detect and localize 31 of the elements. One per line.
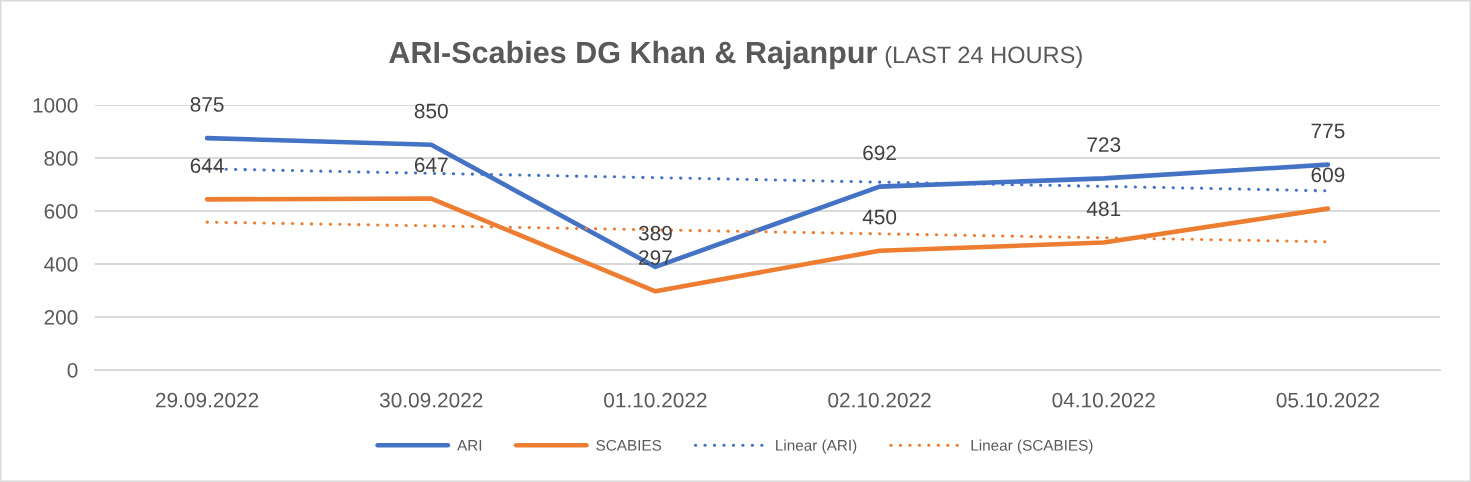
data-label: 723 — [1087, 137, 1121, 153]
y-tick-label: 800 — [44, 151, 78, 166]
data-label: 297 — [639, 250, 672, 265]
data-label: 644 — [190, 158, 224, 173]
data-label: 692 — [863, 145, 896, 161]
x-tick-label: 29.09.2022 — [156, 392, 259, 408]
data-label: 850 — [414, 103, 448, 119]
legend-label: Linear (SCABIES) — [971, 439, 1093, 454]
legend-label: Linear (ARI) — [776, 439, 857, 454]
data-label: 450 — [862, 209, 897, 225]
y-tick-label: 1000 — [33, 98, 78, 113]
chart-subtitle: (LAST 24 HOURS) — [885, 45, 1082, 68]
data-label: 875 — [190, 97, 224, 112]
data-label: 609 — [1311, 167, 1345, 183]
x-tick-label: 05.10.2022 — [1276, 392, 1380, 408]
data-label: 481 — [1086, 201, 1121, 217]
y-tick-label: 600 — [44, 204, 78, 219]
legend-label: ARI — [457, 440, 482, 451]
y-tick-label: 400 — [44, 257, 78, 272]
chart-title: ARI-Scabies DG Khan & Rajanpur — [389, 40, 877, 70]
data-label: 389 — [638, 225, 672, 241]
x-tick-label: 04.10.2022 — [1052, 392, 1155, 408]
data-label: 647 — [414, 157, 448, 173]
x-tick-label: 30.09.2022 — [379, 392, 483, 408]
line-series — [204, 196, 1331, 294]
data-label: 775 — [1311, 123, 1345, 139]
x-tick-label: 02.10.2022 — [828, 392, 931, 408]
y-tick-label: 0 — [67, 363, 78, 378]
y-tick-label: 200 — [44, 310, 78, 325]
x-tick-label: 01.10.2022 — [604, 392, 707, 408]
legend-label: SCABIES — [596, 439, 662, 451]
